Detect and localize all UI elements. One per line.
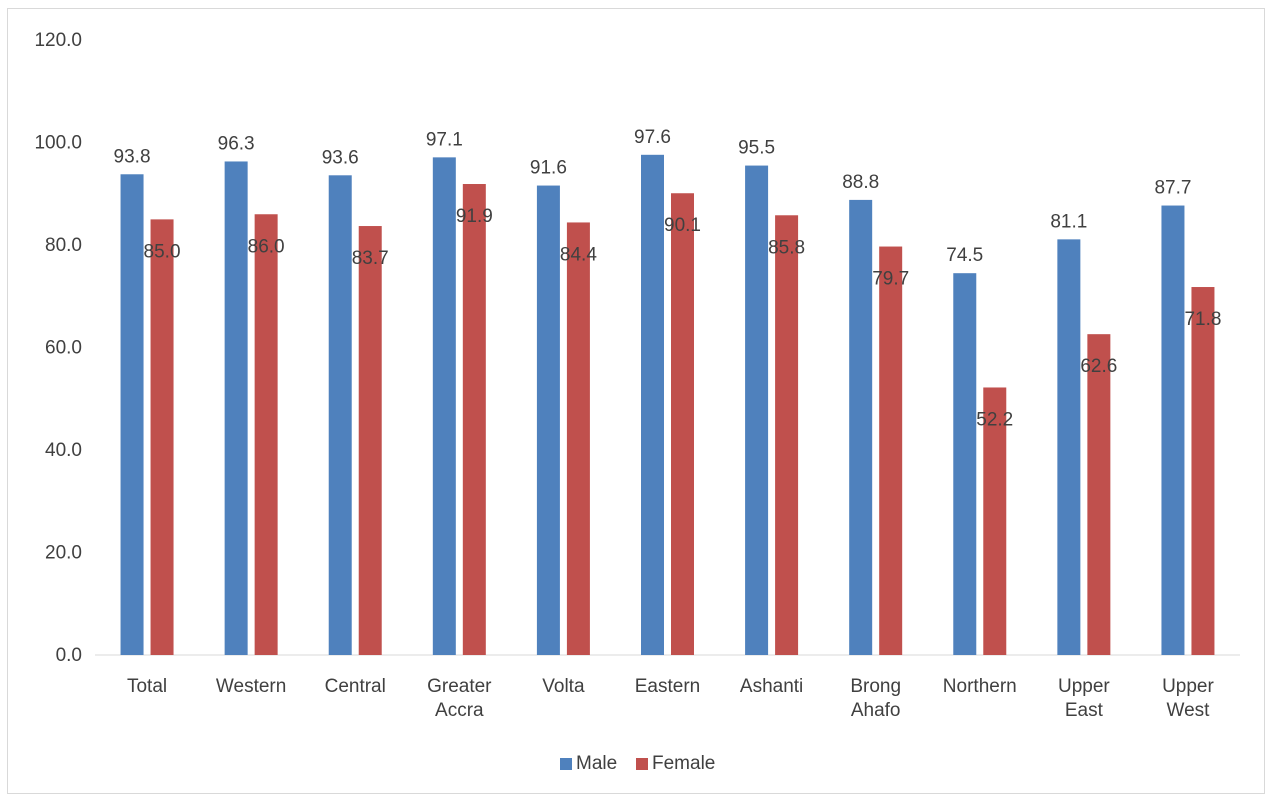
legend-swatch-male — [560, 758, 572, 770]
bar-female — [150, 219, 174, 655]
data-label-female: 52.2 — [976, 409, 1013, 430]
x-tick-label: Central — [325, 676, 386, 697]
x-tick-label: Total — [127, 676, 167, 697]
bar-male — [745, 165, 769, 655]
data-label-female: 86.0 — [248, 236, 285, 257]
y-tick-label: 80.0 — [45, 235, 82, 256]
bar-female — [254, 214, 278, 655]
bar-female — [879, 246, 903, 655]
y-tick-label: 20.0 — [45, 543, 82, 564]
legend-swatch-female — [636, 758, 648, 770]
y-tick-label: 0.0 — [56, 645, 82, 666]
bar-male — [953, 273, 977, 655]
data-label-female: 85.0 — [144, 241, 181, 262]
bar-female — [1191, 287, 1215, 655]
bar-female — [775, 215, 799, 655]
data-label-male: 88.8 — [842, 172, 879, 193]
bar-male — [432, 157, 456, 656]
x-tick-label: Eastern — [635, 676, 700, 697]
data-label-female: 90.1 — [664, 215, 701, 236]
y-tick-label: 120.0 — [34, 30, 82, 51]
legend-label-female: Female — [652, 753, 715, 774]
bar-male — [120, 174, 144, 655]
x-tick-label: Brong Ahafo — [850, 676, 901, 721]
data-label-male: 87.7 — [1154, 178, 1191, 199]
x-tick-label: Northern — [943, 676, 1017, 697]
bar-female — [566, 222, 590, 655]
bar-male — [1057, 239, 1081, 656]
y-tick-label: 40.0 — [45, 440, 82, 461]
legend-label-male: Male — [576, 753, 617, 774]
data-label-female: 62.6 — [1080, 356, 1117, 377]
data-label-male: 95.5 — [738, 138, 775, 159]
y-tick-label: 60.0 — [45, 338, 82, 359]
data-label-male: 74.5 — [946, 245, 983, 266]
data-label-male: 91.6 — [530, 158, 567, 179]
data-label-male: 97.6 — [634, 127, 671, 148]
data-label-male: 81.1 — [1050, 211, 1087, 232]
bar-male — [328, 175, 352, 656]
bar-male — [224, 161, 248, 655]
bar-female — [983, 387, 1007, 655]
x-tick-label: Volta — [542, 676, 585, 697]
bar-male — [641, 154, 664, 656]
data-label-female: 91.9 — [456, 206, 493, 227]
chart-frame — [7, 8, 1265, 794]
x-tick-label: Ashanti — [740, 676, 803, 697]
data-label-male: 96.3 — [218, 133, 255, 154]
data-label-female: 85.8 — [768, 237, 805, 258]
x-tick-label: Upper West — [1162, 676, 1214, 721]
bar-female — [358, 226, 382, 655]
bar-male — [1161, 205, 1185, 655]
bar-female — [462, 184, 486, 655]
bar-female — [671, 193, 694, 656]
data-label-female: 79.7 — [872, 269, 909, 290]
data-label-male: 93.6 — [322, 147, 359, 168]
bar-male — [849, 199, 873, 655]
data-label-female: 83.7 — [352, 248, 389, 269]
bar-male — [536, 185, 560, 656]
y-tick-label: 100.0 — [34, 133, 82, 154]
x-tick-label: Greater Accra — [427, 676, 492, 721]
data-label-female: 71.8 — [1184, 309, 1221, 330]
bar-female — [1087, 334, 1111, 655]
data-label-female: 84.4 — [560, 244, 597, 265]
data-label-male: 97.1 — [426, 129, 463, 150]
data-label-male: 93.8 — [114, 146, 151, 167]
x-tick-label: Upper East — [1058, 676, 1110, 721]
x-tick-label: Western — [216, 676, 286, 697]
